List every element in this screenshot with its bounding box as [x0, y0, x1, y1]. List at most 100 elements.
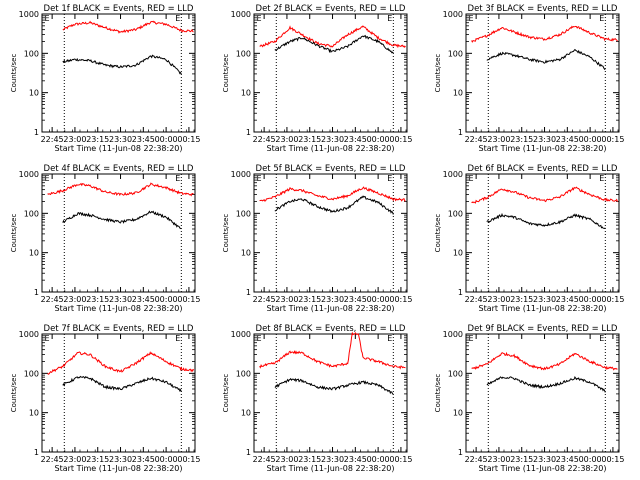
- x-tick-label: 00:15: [389, 455, 412, 464]
- plot-frame: [465, 173, 620, 293]
- x-tick-label: 22:45: [253, 455, 276, 464]
- y-tick-label: 100: [448, 209, 463, 218]
- chart-panel-1: Det 1f BLACK = Events, RED = LLD 1 10 100 10…: [10, 4, 200, 153]
- x-tick-label: 23:30: [533, 295, 556, 304]
- x-tick-label: 23:45: [344, 135, 367, 144]
- y-tick-label: 1000: [443, 10, 463, 19]
- y-axis-label: Counts/sec: [434, 374, 442, 413]
- x-tick-label: 00:15: [601, 295, 624, 304]
- chart-title: Det 1f BLACK = Events, RED = LLD: [44, 4, 194, 14]
- x-tick-label: 23:15: [298, 455, 321, 464]
- x-tick-label: 23:15: [86, 135, 109, 144]
- series-line: [274, 195, 394, 215]
- x-tick-label: 23:45: [132, 295, 155, 304]
- x-tick-label: 23:00: [487, 295, 510, 304]
- chart-panel-5: Det 5f BLACK = Events, RED = LLD 1 10 100 10…: [222, 164, 412, 313]
- x-axis-label: Start Time (11-Jun-08 22:38:20): [479, 464, 607, 473]
- y-tick-label: 1000: [231, 10, 251, 19]
- y-tick-label: 1: [34, 288, 39, 297]
- chart-panel-8: Det 8f BLACK = Events, RED = LLD 1 10 100 10…: [222, 324, 412, 473]
- x-tick-label: 23:45: [132, 455, 155, 464]
- x-tick-label: 00:00: [367, 135, 390, 144]
- x-axis-label: Start Time (11-Jun-08 22:38:20): [55, 464, 183, 473]
- y-tick-label: 1: [34, 448, 39, 457]
- chart-title: Det 4f BLACK = Events, RED = LLD: [44, 164, 194, 174]
- plot-frame: [253, 173, 408, 293]
- chart-panel-9: Det 9f BLACK = Events, RED = LLD 1 10 100 10…: [434, 324, 624, 473]
- x-tick-label: 22:45: [465, 455, 488, 464]
- flag-label: E: [469, 14, 474, 23]
- y-tick-label: 1000: [231, 170, 251, 179]
- x-tick-label: 00:15: [177, 295, 200, 304]
- x-tick-label: 23:30: [533, 135, 556, 144]
- x-tick-label: 23:15: [298, 295, 321, 304]
- series-line: [259, 331, 406, 370]
- x-tick-label: 22:45: [465, 295, 488, 304]
- y-tick-label: 100: [236, 369, 251, 378]
- x-tick-label: 00:00: [155, 455, 178, 464]
- x-tick-label: 23:00: [487, 135, 510, 144]
- x-tick-label: 23:15: [510, 135, 533, 144]
- x-tick-label: 00:15: [389, 295, 412, 304]
- y-axis-label: Counts/sec: [222, 214, 230, 253]
- y-tick-label: 100: [24, 369, 39, 378]
- y-tick-label: 100: [236, 209, 251, 218]
- chart-panel-6: Det 6f BLACK = Events, RED = LLD 1 10 100 10…: [434, 164, 624, 313]
- flag-label: E: [175, 174, 180, 183]
- x-tick-label: 23:00: [63, 295, 86, 304]
- series-line: [259, 186, 406, 202]
- plot-frame: [465, 13, 620, 133]
- x-axis-label: Start Time (11-Jun-08 22:38:20): [267, 304, 395, 313]
- x-axis-label: Start Time (11-Jun-08 22:38:20): [55, 304, 183, 313]
- x-tick-label: 23:45: [344, 455, 367, 464]
- y-tick-label: 100: [24, 209, 39, 218]
- chart-title: Det 8f BLACK = Events, RED = LLD: [256, 324, 406, 334]
- x-axis-label: Start Time (11-Jun-08 22:38:20): [479, 144, 607, 153]
- series-line: [486, 212, 606, 230]
- x-tick-label: 00:15: [601, 455, 624, 464]
- x-axis-label: Start Time (11-Jun-08 22:38:20): [267, 144, 395, 153]
- x-tick-label: 23:00: [275, 135, 298, 144]
- y-tick-label: 1000: [443, 330, 463, 339]
- plot-frame: [253, 333, 408, 453]
- x-tick-label: 00:15: [389, 135, 412, 144]
- x-tick-label: 23:30: [321, 135, 344, 144]
- y-axis-label: Counts/sec: [222, 374, 230, 413]
- x-tick-label: 00:00: [367, 295, 390, 304]
- chart-title: Det 5f BLACK = Events, RED = LLD: [256, 164, 406, 174]
- x-tick-label: 23:00: [275, 455, 298, 464]
- y-tick-label: 1: [246, 128, 251, 137]
- chart-panel-3: Det 3f BLACK = Events, RED = LLD 1 10 100 10…: [434, 4, 624, 153]
- chart-title: Det 9f BLACK = Events, RED = LLD: [468, 324, 618, 334]
- series-line: [47, 351, 194, 375]
- y-tick-label: 1: [458, 448, 463, 457]
- y-tick-label: 10: [29, 249, 39, 258]
- x-tick-label: 00:15: [601, 135, 624, 144]
- x-tick-label: 00:15: [177, 135, 200, 144]
- x-axis-label: Start Time (11-Jun-08 22:38:20): [267, 464, 395, 473]
- x-tick-label: 23:15: [86, 455, 109, 464]
- plot-frame: [465, 333, 620, 453]
- y-tick-label: 1000: [19, 170, 39, 179]
- flag-label: E: [45, 14, 50, 23]
- flag-label: E: [387, 14, 392, 23]
- series-line: [47, 182, 194, 197]
- x-tick-label: 22:45: [253, 135, 276, 144]
- x-tick-label: 23:30: [533, 455, 556, 464]
- y-tick-label: 10: [29, 409, 39, 418]
- chart-panel-7: Det 7f BLACK = Events, RED = LLD 1 10 100 10…: [10, 324, 200, 473]
- flag-label: E: [257, 174, 262, 183]
- y-tick-label: 10: [29, 89, 39, 98]
- y-tick-label: 1000: [443, 170, 463, 179]
- x-tick-label: 00:00: [579, 295, 602, 304]
- series-line: [471, 351, 618, 371]
- y-tick-label: 1: [246, 448, 251, 457]
- x-tick-label: 00:00: [579, 135, 602, 144]
- x-tick-label: 00:15: [177, 455, 200, 464]
- flag-label: E: [45, 174, 50, 183]
- y-tick-label: 1000: [19, 330, 39, 339]
- x-tick-label: 23:00: [275, 295, 298, 304]
- x-tick-label: 23:00: [63, 455, 86, 464]
- chart-title: Det 2f BLACK = Events, RED = LLD: [256, 4, 406, 14]
